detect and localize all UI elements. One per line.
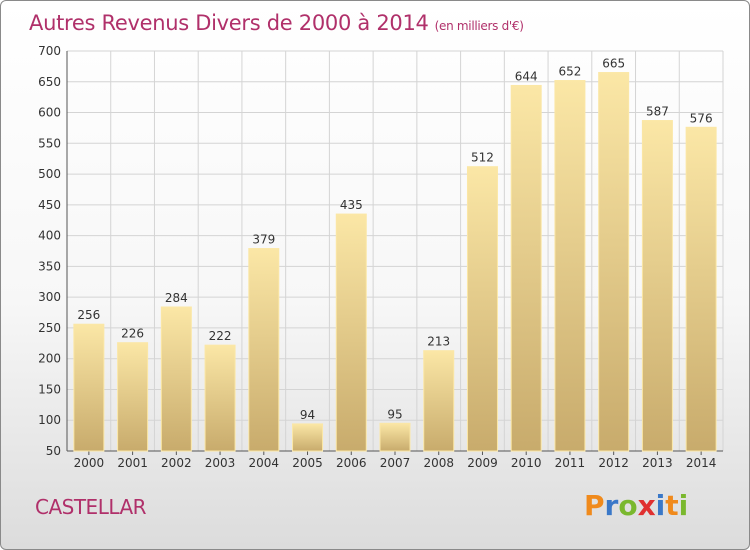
bar-2006 <box>335 213 367 452</box>
proxiti-logo: Proxiti <box>584 489 688 523</box>
bar-2009 <box>466 166 498 452</box>
chart-title: Autres Revenus Divers de 2000 à 2014 (en … <box>29 11 524 35</box>
logo-letter: P <box>584 489 605 522</box>
value-label-2009: 512 <box>471 151 494 165</box>
y-tick-label: 500 <box>38 167 61 181</box>
y-tick-label: 700 <box>38 44 61 58</box>
value-label-2012: 665 <box>602 57 625 71</box>
bar-2007 <box>379 422 411 452</box>
logo-letter: r <box>604 489 619 522</box>
bar-2002 <box>160 306 192 452</box>
value-label-2003: 222 <box>209 329 232 343</box>
value-label-2001: 226 <box>121 327 144 341</box>
value-label-2013: 587 <box>646 105 669 119</box>
value-label-2005: 94 <box>300 408 315 422</box>
x-tick-label-2009: 2009 <box>467 456 498 470</box>
x-tick-label-2003: 2003 <box>205 456 236 470</box>
bar-2014 <box>685 126 717 452</box>
bar-2011 <box>554 80 586 452</box>
bar-2000 <box>73 323 105 452</box>
x-tick-label-2012: 2012 <box>598 456 629 470</box>
logo-letter: x <box>637 489 656 522</box>
value-label-2000: 256 <box>77 308 100 322</box>
bar-2001 <box>117 342 149 452</box>
chart-title-unit: (en milliers d'€) <box>434 19 524 33</box>
x-tick-label-2000: 2000 <box>74 456 105 470</box>
value-label-2002: 284 <box>165 291 188 305</box>
value-labels: 256 226 284 222 379 94 435 95 213 512 644 652 665 587… <box>77 57 712 422</box>
logo-letter: i <box>655 489 666 522</box>
x-tick-label-2006: 2006 <box>336 456 367 470</box>
bar-2003 <box>204 344 236 452</box>
y-tick-label: 550 <box>38 136 61 150</box>
value-label-2010: 644 <box>515 69 538 83</box>
x-tick-label-2011: 2011 <box>555 456 586 470</box>
tick-labels: 50 100 150 200 250 300 350 400 450 500 550 600 650 70… <box>38 44 716 470</box>
x-tick-label-2002: 2002 <box>161 456 192 470</box>
bar-2013 <box>641 120 673 452</box>
commune-name: CASTELLAR <box>35 495 147 519</box>
bars <box>73 72 717 452</box>
x-tick-label-2014: 2014 <box>686 456 717 470</box>
chart-title-text: Autres Revenus Divers de 2000 à 2014 <box>29 11 429 35</box>
x-tick-label-2013: 2013 <box>642 456 673 470</box>
value-label-2006: 435 <box>340 198 363 212</box>
x-tick-label-2005: 2005 <box>292 456 323 470</box>
value-label-2008: 213 <box>427 335 450 349</box>
bar-2012 <box>598 72 630 452</box>
value-label-2014: 576 <box>690 111 713 125</box>
y-tick-label: 350 <box>38 259 61 273</box>
y-tick-label: 300 <box>38 290 61 304</box>
x-tick-label-2010: 2010 <box>511 456 542 470</box>
value-label-2011: 652 <box>558 65 581 79</box>
y-tick-label: 100 <box>38 413 61 427</box>
bar-2010 <box>510 84 542 452</box>
value-label-2004: 379 <box>252 233 275 247</box>
value-label-2007: 95 <box>387 407 402 421</box>
y-tick-label: 50 <box>46 444 61 458</box>
logo-letter: i <box>678 489 689 522</box>
x-tick-label-2004: 2004 <box>249 456 280 470</box>
x-tick-label-2001: 2001 <box>117 456 148 470</box>
logo-letter: o <box>618 489 638 522</box>
bar-2008 <box>423 350 455 452</box>
y-tick-label: 400 <box>38 229 61 243</box>
y-tick-label: 150 <box>38 382 61 396</box>
bar-2004 <box>248 248 280 452</box>
y-tick-label: 650 <box>38 75 61 89</box>
x-tick-label-2008: 2008 <box>423 456 454 470</box>
y-tick-label: 600 <box>38 106 61 120</box>
x-tick-label-2007: 2007 <box>380 456 411 470</box>
y-tick-label: 250 <box>38 321 61 335</box>
logo-letter: t <box>665 489 679 522</box>
bar-2005 <box>292 423 324 452</box>
y-tick-label: 450 <box>38 198 61 212</box>
y-tick-label: 200 <box>38 352 61 366</box>
